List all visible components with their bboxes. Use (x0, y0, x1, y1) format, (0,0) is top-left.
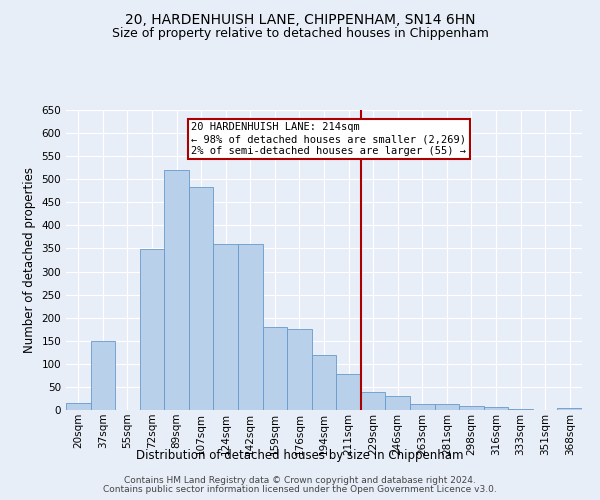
Text: Contains HM Land Registry data © Crown copyright and database right 2024.: Contains HM Land Registry data © Crown c… (124, 476, 476, 485)
Bar (508, 409, 533, 410)
Text: Contains public sector information licensed under the Open Government Licence v3: Contains public sector information licen… (103, 485, 497, 494)
Bar (164, 170, 189, 410)
Bar (140, 250, 164, 410)
Bar (484, 407, 508, 410)
Bar (66, 403, 91, 410)
Bar (557, 408, 582, 410)
Text: 20 HARDENHUISH LANE: 214sqm
← 98% of detached houses are smaller (2,269)
2% of s: 20 HARDENHUISH LANE: 214sqm ← 98% of det… (191, 122, 466, 156)
Bar (336, 374, 361, 410)
Text: Size of property relative to detached houses in Chippenham: Size of property relative to detached ho… (112, 28, 488, 40)
Text: Distribution of detached houses by size in Chippenham: Distribution of detached houses by size … (136, 448, 464, 462)
Bar (410, 404, 434, 410)
Bar (238, 244, 263, 410)
Bar (214, 244, 238, 410)
Bar (312, 354, 336, 410)
Y-axis label: Number of detached properties: Number of detached properties (23, 167, 36, 353)
Bar (434, 404, 459, 410)
Bar (287, 329, 312, 410)
Bar (263, 327, 287, 410)
Bar (189, 186, 214, 410)
Bar (385, 396, 410, 410)
Text: 20, HARDENHUISH LANE, CHIPPENHAM, SN14 6HN: 20, HARDENHUISH LANE, CHIPPENHAM, SN14 6… (125, 12, 475, 26)
Bar (91, 341, 115, 410)
Bar (361, 392, 385, 410)
Bar (459, 406, 484, 410)
